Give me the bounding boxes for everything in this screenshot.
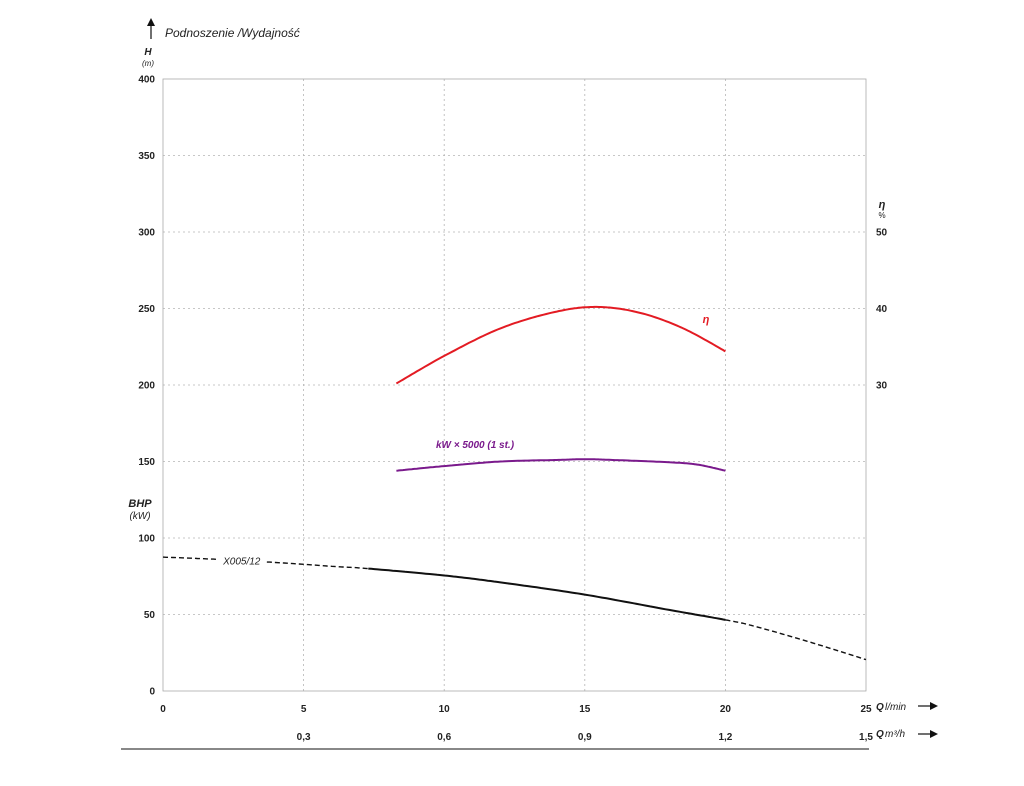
y-tick-label: 50 bbox=[144, 610, 156, 621]
y-tick-label: 350 bbox=[138, 151, 155, 162]
eta-axis-label: η bbox=[879, 199, 886, 211]
y-axis-arrowhead bbox=[147, 18, 155, 26]
eta-tick-label: 30 bbox=[876, 381, 888, 392]
y-tick-label: 300 bbox=[138, 228, 155, 239]
head-curve-dashed-right bbox=[725, 619, 867, 661]
y-tick-label: 200 bbox=[138, 381, 155, 392]
x2-tick-label: 0,9 bbox=[578, 732, 592, 743]
eta-axis-ticks: 30 40 50 bbox=[876, 228, 888, 392]
chart-title: Podnoszenie /Wydajność bbox=[165, 26, 300, 40]
eta-tick-label: 40 bbox=[876, 304, 888, 315]
x-axis-ticks: 0 5 10 15 20 25 bbox=[160, 704, 872, 715]
y-tick-label: 150 bbox=[138, 457, 155, 468]
bhp-axis-unit: (kW) bbox=[129, 511, 150, 522]
x-secondary-axis-ticks: 0,3 0,6 0,9 1,2 1,5 bbox=[297, 732, 874, 743]
x-tick-label: 10 bbox=[439, 704, 451, 715]
x-tick-label: 0 bbox=[160, 704, 166, 715]
head-curve-label: X005/12 bbox=[222, 557, 261, 568]
x2-tick-label: 0,3 bbox=[297, 732, 311, 743]
power-curve-label: kW × 5000 (1 st.) bbox=[436, 440, 515, 451]
eta-tick-label: 50 bbox=[876, 228, 888, 239]
x-axis-arrowhead bbox=[930, 702, 938, 710]
x2-tick-label: 1,2 bbox=[718, 732, 732, 743]
x-tick-label: 20 bbox=[720, 704, 732, 715]
x-tick-label: 15 bbox=[579, 704, 591, 715]
head-label-bg bbox=[217, 553, 266, 567]
x2-axis-arrowhead bbox=[930, 730, 938, 738]
eta-axis-unit: % bbox=[878, 211, 885, 220]
y-axis-ticks: 0 50 100 150 200 250 300 350 400 bbox=[138, 75, 155, 698]
plot-frame bbox=[162, 78, 867, 692]
x-tick-label: 25 bbox=[860, 704, 872, 715]
bhp-axis-label: BHP bbox=[128, 498, 152, 510]
x-tick-label: 5 bbox=[301, 704, 307, 715]
y-axis-label: H bbox=[144, 47, 152, 58]
x2-tick-label: 1,5 bbox=[859, 732, 873, 743]
y-tick-label: 0 bbox=[149, 687, 155, 698]
y-tick-label: 250 bbox=[138, 304, 155, 315]
x2-axis-label: Q bbox=[876, 729, 884, 740]
x2-tick-label: 0,6 bbox=[437, 732, 451, 743]
grid bbox=[163, 79, 866, 691]
series-layer bbox=[162, 305, 867, 661]
head-curve-dashed-left bbox=[162, 556, 369, 570]
power-curve bbox=[396, 458, 726, 472]
x-axis-label: Q bbox=[876, 702, 884, 713]
y-axis-unit: (m) bbox=[142, 59, 154, 68]
efficiency-curve-label: η bbox=[703, 314, 710, 326]
y-tick-label: 400 bbox=[138, 75, 155, 86]
x-axis-unit: l/min bbox=[885, 702, 907, 713]
y-tick-label: 100 bbox=[138, 534, 155, 545]
x2-axis-unit: m³/h bbox=[885, 729, 905, 740]
efficiency-curve bbox=[395, 305, 726, 385]
head-curve-solid bbox=[368, 567, 726, 621]
